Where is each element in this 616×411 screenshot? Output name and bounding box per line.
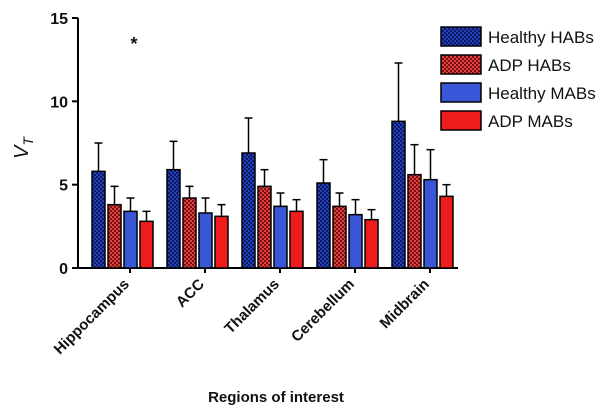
- category-label-cerebellum: Cerebellum: [288, 276, 358, 346]
- category-label-acc: ACC: [173, 276, 208, 311]
- x-axis-title: Regions of interest: [208, 389, 344, 406]
- bar-healthy-mabs-cerebellum: [348, 213, 363, 269]
- y-tick-label: 0: [59, 261, 68, 278]
- y-axis-title-main: V: [11, 144, 33, 159]
- category-label-hippocampus: Hippocampus: [51, 276, 133, 358]
- y-tick-label: 10: [50, 94, 68, 111]
- y-axis-title-sub: T: [20, 136, 36, 146]
- bar-adp-habs-acc: [182, 197, 197, 269]
- legend: Healthy HABs ADP HABs Healthy MABs ADP MABs: [440, 26, 596, 131]
- bar-adp-mabs-cerebellum: [364, 218, 379, 269]
- bar-adp-habs-hippocampus: [107, 203, 122, 269]
- y-axis-title: VT: [11, 136, 36, 159]
- legend-label-adp-mabs: ADP MABs: [488, 112, 573, 131]
- bar-adp-mabs-acc: [214, 215, 229, 269]
- bars-group: [91, 120, 454, 269]
- bar-adp-habs-cerebellum: [332, 205, 347, 269]
- bar-adp-mabs-hippocampus: [139, 220, 154, 269]
- legend-swatch-adp-habs: [440, 54, 482, 75]
- legend-swatch-healthy-habs: [440, 26, 482, 47]
- legend-label-healthy-mabs: Healthy MABs: [488, 84, 596, 103]
- bar-healthy-mabs-midbrain: [423, 178, 438, 269]
- y-tick-label: 15: [50, 11, 68, 28]
- bar-healthy-habs-acc: [166, 168, 181, 269]
- bar-healthy-habs-hippocampus: [91, 170, 106, 269]
- legend-label-adp-habs: ADP HABs: [488, 56, 571, 75]
- bar-adp-mabs-thalamus: [289, 210, 304, 269]
- significance-asterisk: *: [130, 34, 137, 54]
- bar-healthy-mabs-acc: [198, 212, 213, 269]
- category-labels: Hippocampus ACC Thalamus Cerebellum Midbrain: [51, 268, 433, 358]
- bar-adp-mabs-midbrain: [439, 195, 454, 269]
- bar-adp-habs-thalamus: [257, 185, 272, 269]
- annotations: *: [130, 34, 137, 54]
- legend-swatch-adp-mabs: [440, 110, 482, 131]
- category-label-thalamus: Thalamus: [221, 276, 283, 338]
- y-ticks: 0 5 10 15: [50, 11, 78, 278]
- category-label-midbrain: Midbrain: [377, 276, 433, 332]
- legend-label-healthy-habs: Healthy HABs: [488, 28, 594, 47]
- bar-healthy-habs-midbrain: [391, 120, 406, 269]
- bar-healthy-habs-thalamus: [241, 152, 256, 269]
- bar-healthy-mabs-hippocampus: [123, 210, 138, 269]
- bar-healthy-habs-cerebellum: [316, 182, 331, 269]
- legend-swatch-healthy-mabs: [440, 82, 482, 103]
- bar-adp-habs-midbrain: [407, 173, 422, 269]
- bar-healthy-mabs-thalamus: [273, 205, 288, 269]
- error-bars-group: [94, 62, 451, 222]
- y-tick-label: 5: [59, 178, 68, 195]
